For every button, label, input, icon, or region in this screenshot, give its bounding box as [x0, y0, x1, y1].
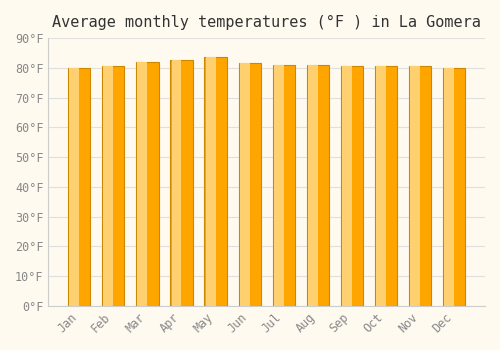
Bar [308, 65, 318, 306]
Bar [170, 61, 192, 306]
Bar [104, 66, 114, 306]
Bar [410, 66, 420, 306]
Bar [204, 57, 227, 306]
Bar [136, 62, 158, 306]
Bar [274, 65, 283, 306]
Bar [409, 66, 431, 306]
Bar [238, 63, 260, 306]
Bar [375, 66, 397, 306]
Bar [342, 66, 352, 306]
Title: Average monthly temperatures (°F ) in La Gomera: Average monthly temperatures (°F ) in La… [52, 15, 481, 30]
Bar [272, 65, 295, 306]
Bar [102, 66, 124, 306]
Bar [68, 68, 90, 306]
Bar [376, 66, 386, 306]
Bar [444, 68, 454, 306]
Bar [306, 65, 329, 306]
Bar [70, 68, 80, 306]
Bar [138, 62, 147, 306]
Bar [206, 57, 216, 306]
Bar [172, 61, 181, 306]
Bar [341, 66, 363, 306]
Bar [240, 63, 250, 306]
Bar [443, 68, 465, 306]
